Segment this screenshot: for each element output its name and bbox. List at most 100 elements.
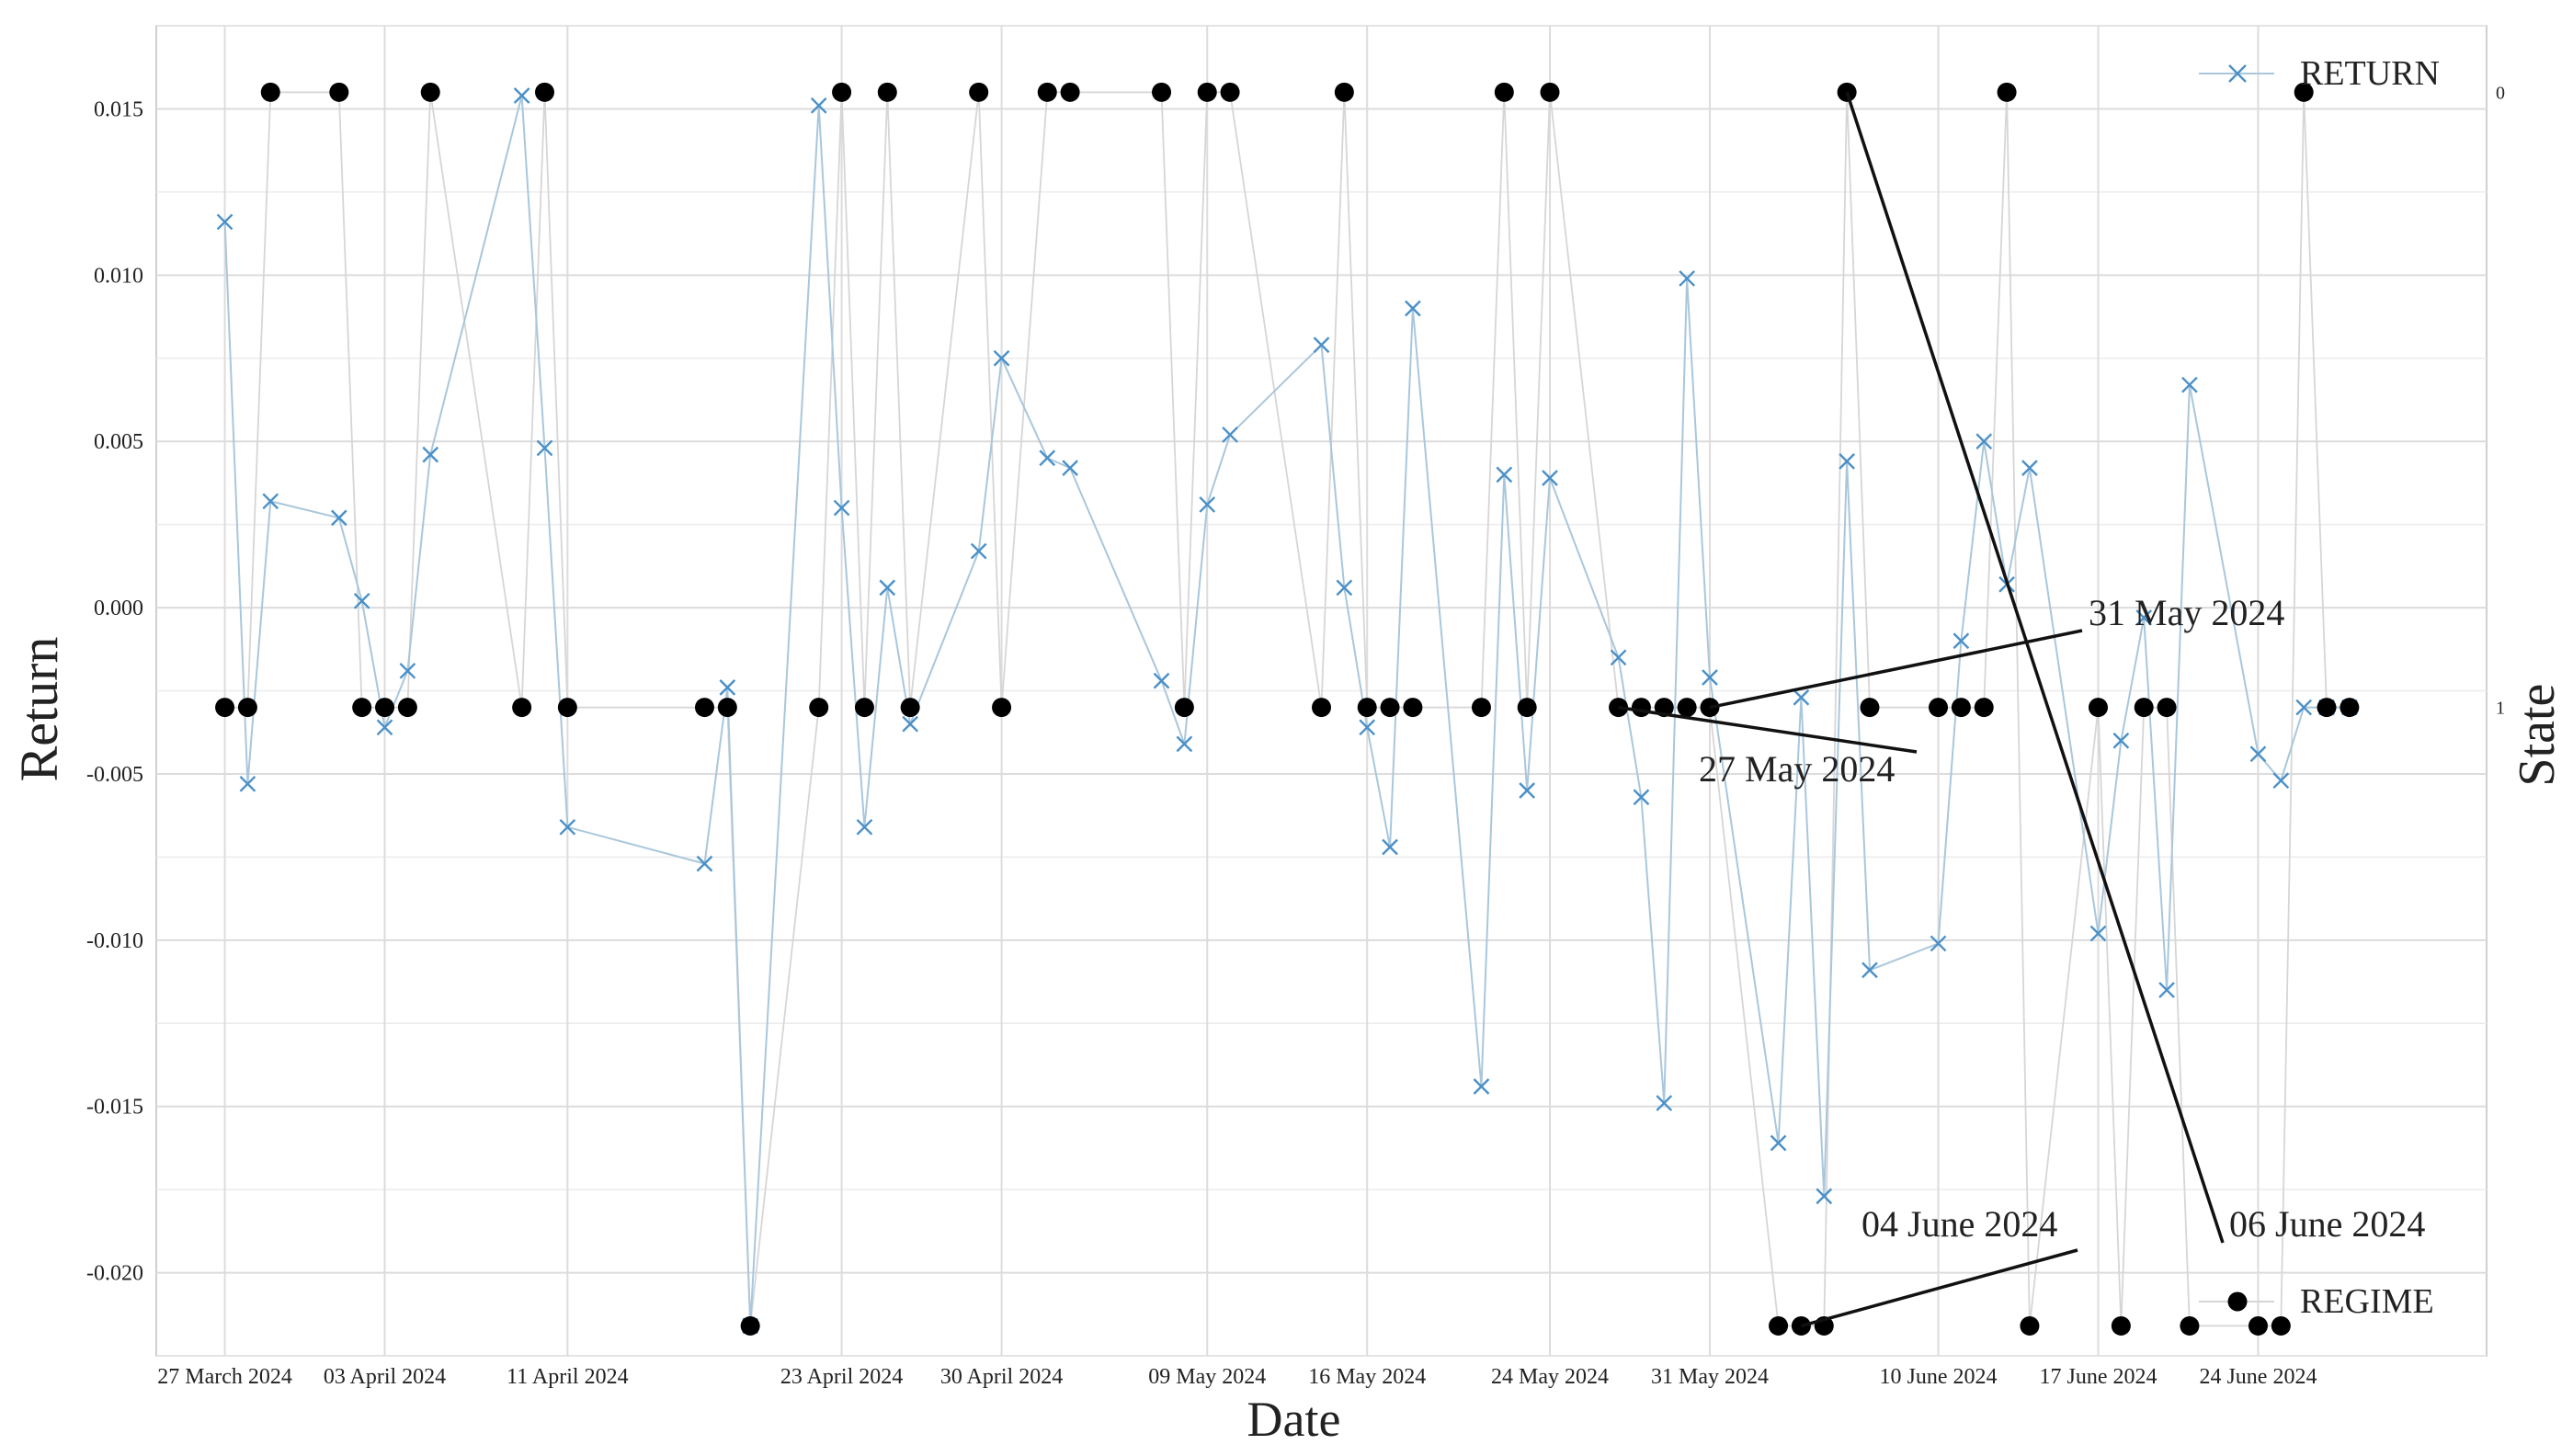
regime-point [1631,698,1651,718]
regime-point [420,82,440,102]
regime-point [2271,1315,2291,1336]
return-point [1359,719,1376,736]
regime-point [1997,82,2017,102]
regime-point [2317,698,2337,718]
return-point [1496,466,1513,483]
return-point [216,213,233,231]
return-point-stroke [902,715,918,733]
return-point [2021,460,2038,476]
y-axis-title: Return [9,637,69,782]
regime-point [969,82,989,102]
annotation-label: 06 June 2024 [2229,1203,2425,1245]
return-point [1313,336,1330,354]
x-tick-label: 24 May 2024 [1491,1365,1609,1389]
return-point [902,715,918,733]
return-point-stroke [1473,1078,1490,1095]
regime-point [2089,698,2108,718]
return-point-stroke [1496,466,1513,483]
return-point-stroke [719,679,736,696]
return-point [1839,453,1855,470]
x-axis-title: Date [1247,1392,1341,1447]
regime-point [237,698,257,718]
return-point [1222,427,1238,443]
regime-point [329,82,349,102]
y2-axis-title-group: State [2509,684,2566,787]
x-tick-label: 09 May 2024 [1148,1365,1266,1389]
return-point [970,542,987,560]
return-point-stroke [696,855,713,872]
regime-point [1677,698,1697,718]
return-point [810,97,827,114]
return-point [2089,925,2107,942]
return-point [1519,782,1536,799]
return-point [2112,732,2130,749]
annotation-label: 27 May 2024 [1699,748,1895,790]
y-tick-label: 0.000 [94,597,143,620]
return-point-stroke [1816,1188,1833,1205]
annotation-label: 04 June 2024 [1861,1203,2057,1245]
x-tick-label: 30 April 2024 [940,1365,1063,1389]
return-point-stroke [1793,688,1810,706]
return-point-stroke [376,719,393,736]
return-point-stroke [2158,982,2175,998]
return-point [1199,496,1216,513]
return-point [696,855,713,872]
return-point-stroke [2272,772,2290,790]
regime-point [2020,1315,2040,1336]
regime-point [260,82,280,102]
return-point-stroke [1519,782,1536,799]
y-tick-label: 0.010 [94,264,143,288]
return-point [833,499,850,517]
regime-point [1152,82,1172,102]
y-tick-label: -0.015 [86,1096,143,1120]
regime-point [1929,698,1949,718]
y-tick-label: 0.015 [94,97,143,121]
y-tick-label: -0.010 [86,929,143,953]
legend-return-label: RETURN [2300,54,2440,93]
return-point [1542,470,1558,486]
regime-point [2157,698,2177,718]
return-point-stroke [1679,270,1695,287]
legend-regime-marker [2227,1291,2248,1312]
legend-return-marker-stroke [2228,64,2247,83]
regime-point [2340,698,2360,718]
regime-point [397,698,417,718]
regime-point [1494,82,1514,102]
return-point-stroke [1953,632,1970,650]
regime-point [1220,82,1240,102]
return-point [376,719,393,736]
return-point [2249,745,2267,763]
return-point-stroke [1382,838,1398,856]
return-point-stroke [1839,453,1855,470]
return-point-stroke [2295,699,2313,716]
x-tick-label: 16 May 2024 [1308,1365,1426,1389]
regime-point [1357,698,1377,718]
return-point [1336,579,1353,597]
x-tick-label: 23 April 2024 [780,1365,903,1389]
regime-point [1471,698,1491,718]
regime-point [854,698,874,718]
return-point-stroke [559,818,576,836]
return-point-stroke [1176,735,1193,753]
return-point [1861,961,1878,979]
regime-point [1974,698,1994,718]
regime-point [2294,82,2314,102]
regime-point [1517,698,1537,718]
y-tick-label: 0.005 [94,430,143,454]
y2-tick-label: 1 [2496,699,2505,719]
regime-point [740,1315,760,1336]
return-point-stroke [2089,925,2107,942]
return-point-stroke [330,509,347,527]
return-point-stroke [1222,427,1238,443]
return-point-stroke [1062,460,1078,476]
regime-point [1951,698,1971,718]
regime-point [352,698,372,718]
return-point [1153,672,1170,689]
return-point-stroke [833,499,850,517]
x-tick-label: 11 April 2024 [507,1365,628,1389]
return-point [239,775,256,792]
regime-point [832,82,852,102]
x-tick-label: 03 April 2024 [324,1365,446,1389]
regime-point [809,698,829,718]
return-point [399,662,416,679]
